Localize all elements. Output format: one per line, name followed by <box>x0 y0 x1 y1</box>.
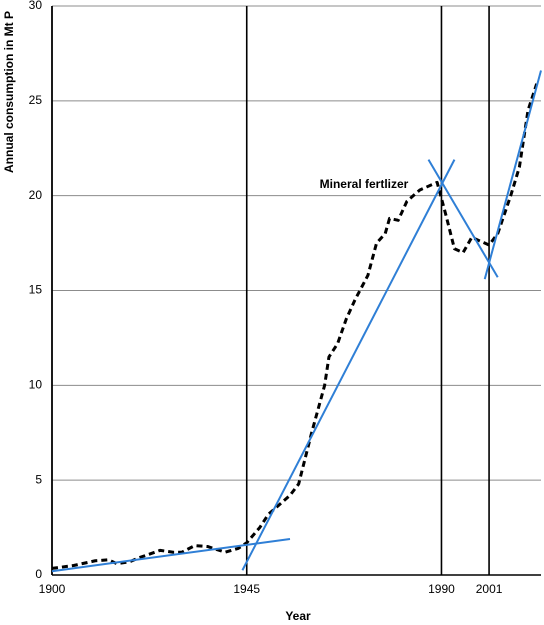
x-tick-label: 1990 <box>428 582 455 596</box>
y-tick-label: 5 <box>35 472 42 486</box>
trend-line <box>241 159 456 571</box>
x-tick-label: 1945 <box>233 582 260 596</box>
x-tick-label: 1900 <box>39 582 66 596</box>
y-axis-label: Annual consumption in Mt P <box>2 11 16 173</box>
y-tick-label: 25 <box>29 93 43 107</box>
annotation: Mineral fertlizer <box>320 177 409 191</box>
trend-line <box>483 70 542 280</box>
y-tick-label: 30 <box>29 0 43 12</box>
y-tick-label: 20 <box>29 188 43 202</box>
trend-line <box>427 159 499 278</box>
y-tick-label: 0 <box>35 567 42 581</box>
y-tick-label: 10 <box>29 378 43 392</box>
trend-line <box>51 537 291 573</box>
x-tick-label: 2001 <box>476 582 503 596</box>
y-tick-label: 15 <box>29 283 43 297</box>
consumption-line <box>51 83 539 570</box>
x-axis-label: Year <box>285 609 311 623</box>
